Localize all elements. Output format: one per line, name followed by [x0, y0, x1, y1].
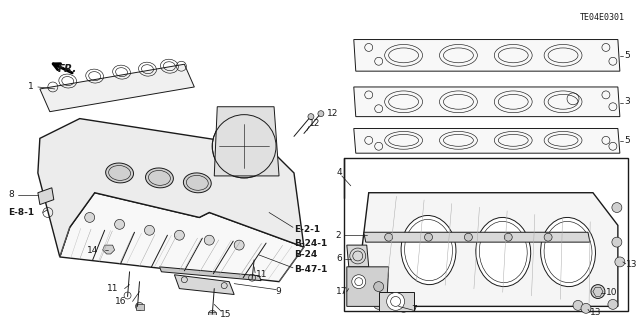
Text: 17: 17	[336, 287, 348, 296]
Text: FR.: FR.	[58, 64, 77, 74]
Text: 11: 11	[256, 270, 268, 279]
Text: B-47-1: B-47-1	[294, 265, 328, 274]
Text: 11: 11	[107, 284, 118, 293]
Text: 8: 8	[8, 190, 13, 199]
Polygon shape	[60, 193, 304, 282]
Polygon shape	[347, 245, 369, 267]
Polygon shape	[102, 245, 115, 254]
Polygon shape	[364, 232, 590, 242]
Circle shape	[504, 233, 512, 241]
Circle shape	[174, 230, 184, 240]
Circle shape	[234, 137, 254, 156]
Text: 12: 12	[327, 109, 339, 118]
Circle shape	[318, 111, 324, 117]
Polygon shape	[214, 107, 279, 176]
Text: 3: 3	[624, 97, 630, 106]
Text: 13: 13	[590, 308, 602, 317]
Text: TE04E0301: TE04E0301	[580, 13, 625, 22]
Text: E-8-1: E-8-1	[8, 208, 34, 217]
Ellipse shape	[541, 218, 595, 286]
Polygon shape	[174, 275, 234, 294]
Ellipse shape	[401, 215, 456, 285]
Text: 4: 4	[337, 168, 342, 177]
Circle shape	[374, 300, 383, 309]
Circle shape	[234, 240, 244, 250]
Circle shape	[591, 285, 605, 299]
Text: 5: 5	[624, 136, 630, 145]
Circle shape	[581, 303, 591, 313]
Text: B-24: B-24	[294, 250, 317, 259]
Circle shape	[465, 233, 472, 241]
Text: 2: 2	[336, 231, 342, 240]
Text: 13: 13	[626, 260, 637, 269]
Polygon shape	[354, 40, 620, 71]
Text: 9: 9	[275, 287, 281, 296]
Text: 12: 12	[309, 119, 320, 128]
Text: E-2-1: E-2-1	[294, 225, 320, 234]
Circle shape	[385, 233, 393, 241]
Circle shape	[608, 300, 618, 309]
Polygon shape	[40, 64, 195, 112]
Circle shape	[208, 310, 216, 318]
Ellipse shape	[184, 173, 211, 193]
Circle shape	[387, 293, 404, 310]
Ellipse shape	[145, 168, 173, 188]
Polygon shape	[354, 129, 620, 153]
Circle shape	[204, 235, 214, 245]
Ellipse shape	[106, 163, 134, 183]
Circle shape	[374, 282, 383, 292]
Polygon shape	[38, 119, 304, 257]
Text: B-24-1: B-24-1	[294, 239, 327, 248]
Text: 14: 14	[86, 246, 98, 255]
Polygon shape	[136, 304, 143, 310]
Circle shape	[615, 257, 625, 267]
Circle shape	[212, 115, 276, 178]
Text: 15: 15	[220, 310, 232, 319]
Polygon shape	[159, 267, 261, 281]
Polygon shape	[208, 312, 216, 318]
Polygon shape	[359, 193, 618, 306]
Circle shape	[352, 275, 365, 289]
Polygon shape	[379, 292, 413, 311]
Polygon shape	[347, 267, 388, 306]
Text: 10: 10	[606, 288, 618, 297]
Circle shape	[612, 237, 622, 247]
Polygon shape	[38, 188, 54, 204]
Circle shape	[84, 212, 95, 222]
Circle shape	[145, 225, 154, 235]
Circle shape	[544, 233, 552, 241]
Circle shape	[308, 114, 314, 120]
Text: 1: 1	[28, 83, 34, 92]
Text: 7: 7	[412, 305, 417, 314]
Ellipse shape	[476, 218, 531, 286]
Text: 16: 16	[115, 297, 126, 306]
Circle shape	[424, 233, 433, 241]
Circle shape	[573, 300, 583, 310]
Text: 6: 6	[337, 255, 342, 263]
Text: 5: 5	[624, 51, 630, 60]
Circle shape	[136, 302, 143, 310]
Polygon shape	[354, 87, 620, 117]
Circle shape	[115, 219, 125, 229]
Circle shape	[399, 302, 408, 312]
Circle shape	[612, 203, 622, 212]
